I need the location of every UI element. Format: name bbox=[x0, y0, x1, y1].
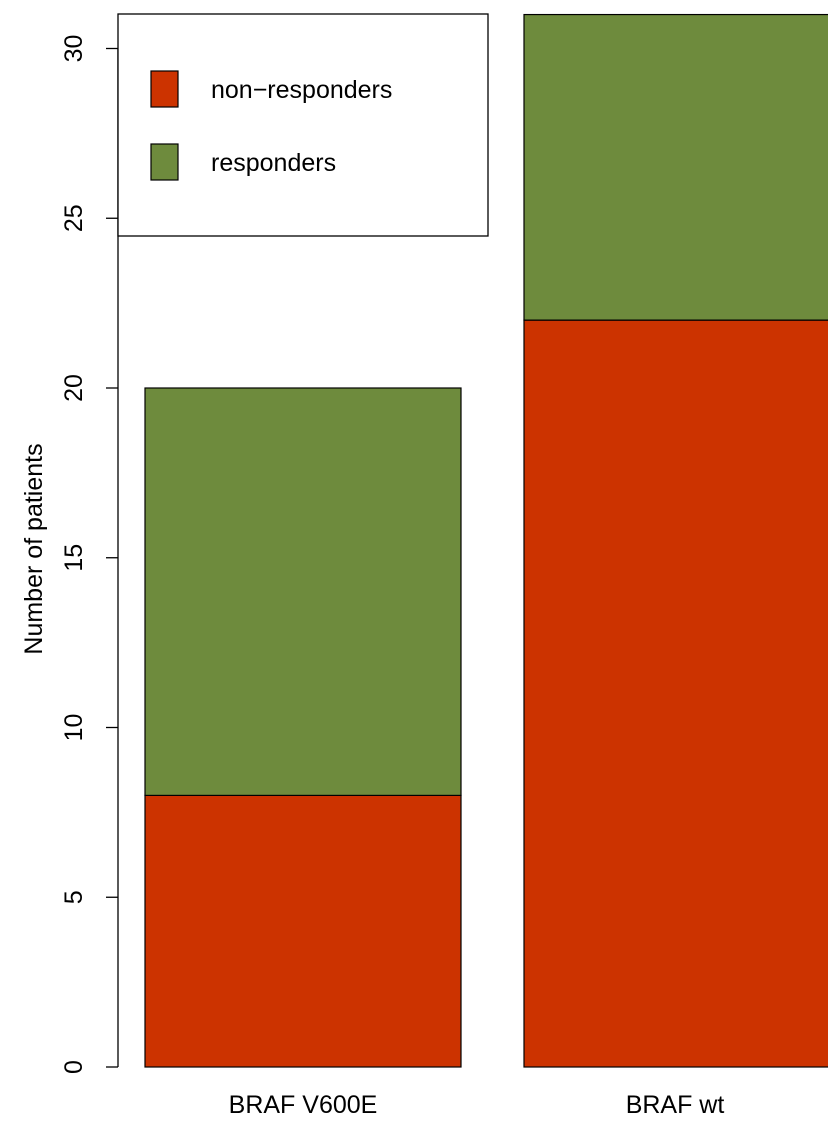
legend: non−responders responders bbox=[117, 13, 489, 237]
y-tick-label: 5 bbox=[60, 890, 88, 904]
y-tick-label: 20 bbox=[60, 374, 88, 402]
bars-layer bbox=[144, 13, 828, 1068]
bar-responders-1 bbox=[144, 387, 462, 796]
legend-swatch bbox=[150, 143, 179, 181]
x-category-label: BRAF V600E bbox=[229, 1091, 378, 1119]
x-category-label: BRAF wt bbox=[626, 1091, 725, 1119]
legend-label: responders bbox=[211, 149, 336, 177]
y-tick-label: 25 bbox=[60, 204, 88, 232]
bar-non-responders-2 bbox=[523, 319, 828, 1068]
bar-non-responders-1 bbox=[144, 794, 462, 1068]
x-category-labels: BRAF V600E BRAF wt bbox=[229, 1091, 725, 1119]
y-tick-label: 0 bbox=[60, 1060, 88, 1074]
y-tick-label: 10 bbox=[60, 714, 88, 742]
y-axis: 0 5 10 15 20 25 30 bbox=[60, 35, 119, 1074]
y-tick-label: 15 bbox=[60, 544, 88, 572]
bar-responders-2 bbox=[523, 13, 828, 321]
y-axis-title: Number of patients bbox=[20, 443, 48, 654]
legend-box bbox=[117, 13, 489, 237]
y-tick-label: 30 bbox=[60, 35, 88, 63]
legend-label: non−responders bbox=[211, 76, 392, 104]
legend-swatch bbox=[150, 70, 179, 108]
